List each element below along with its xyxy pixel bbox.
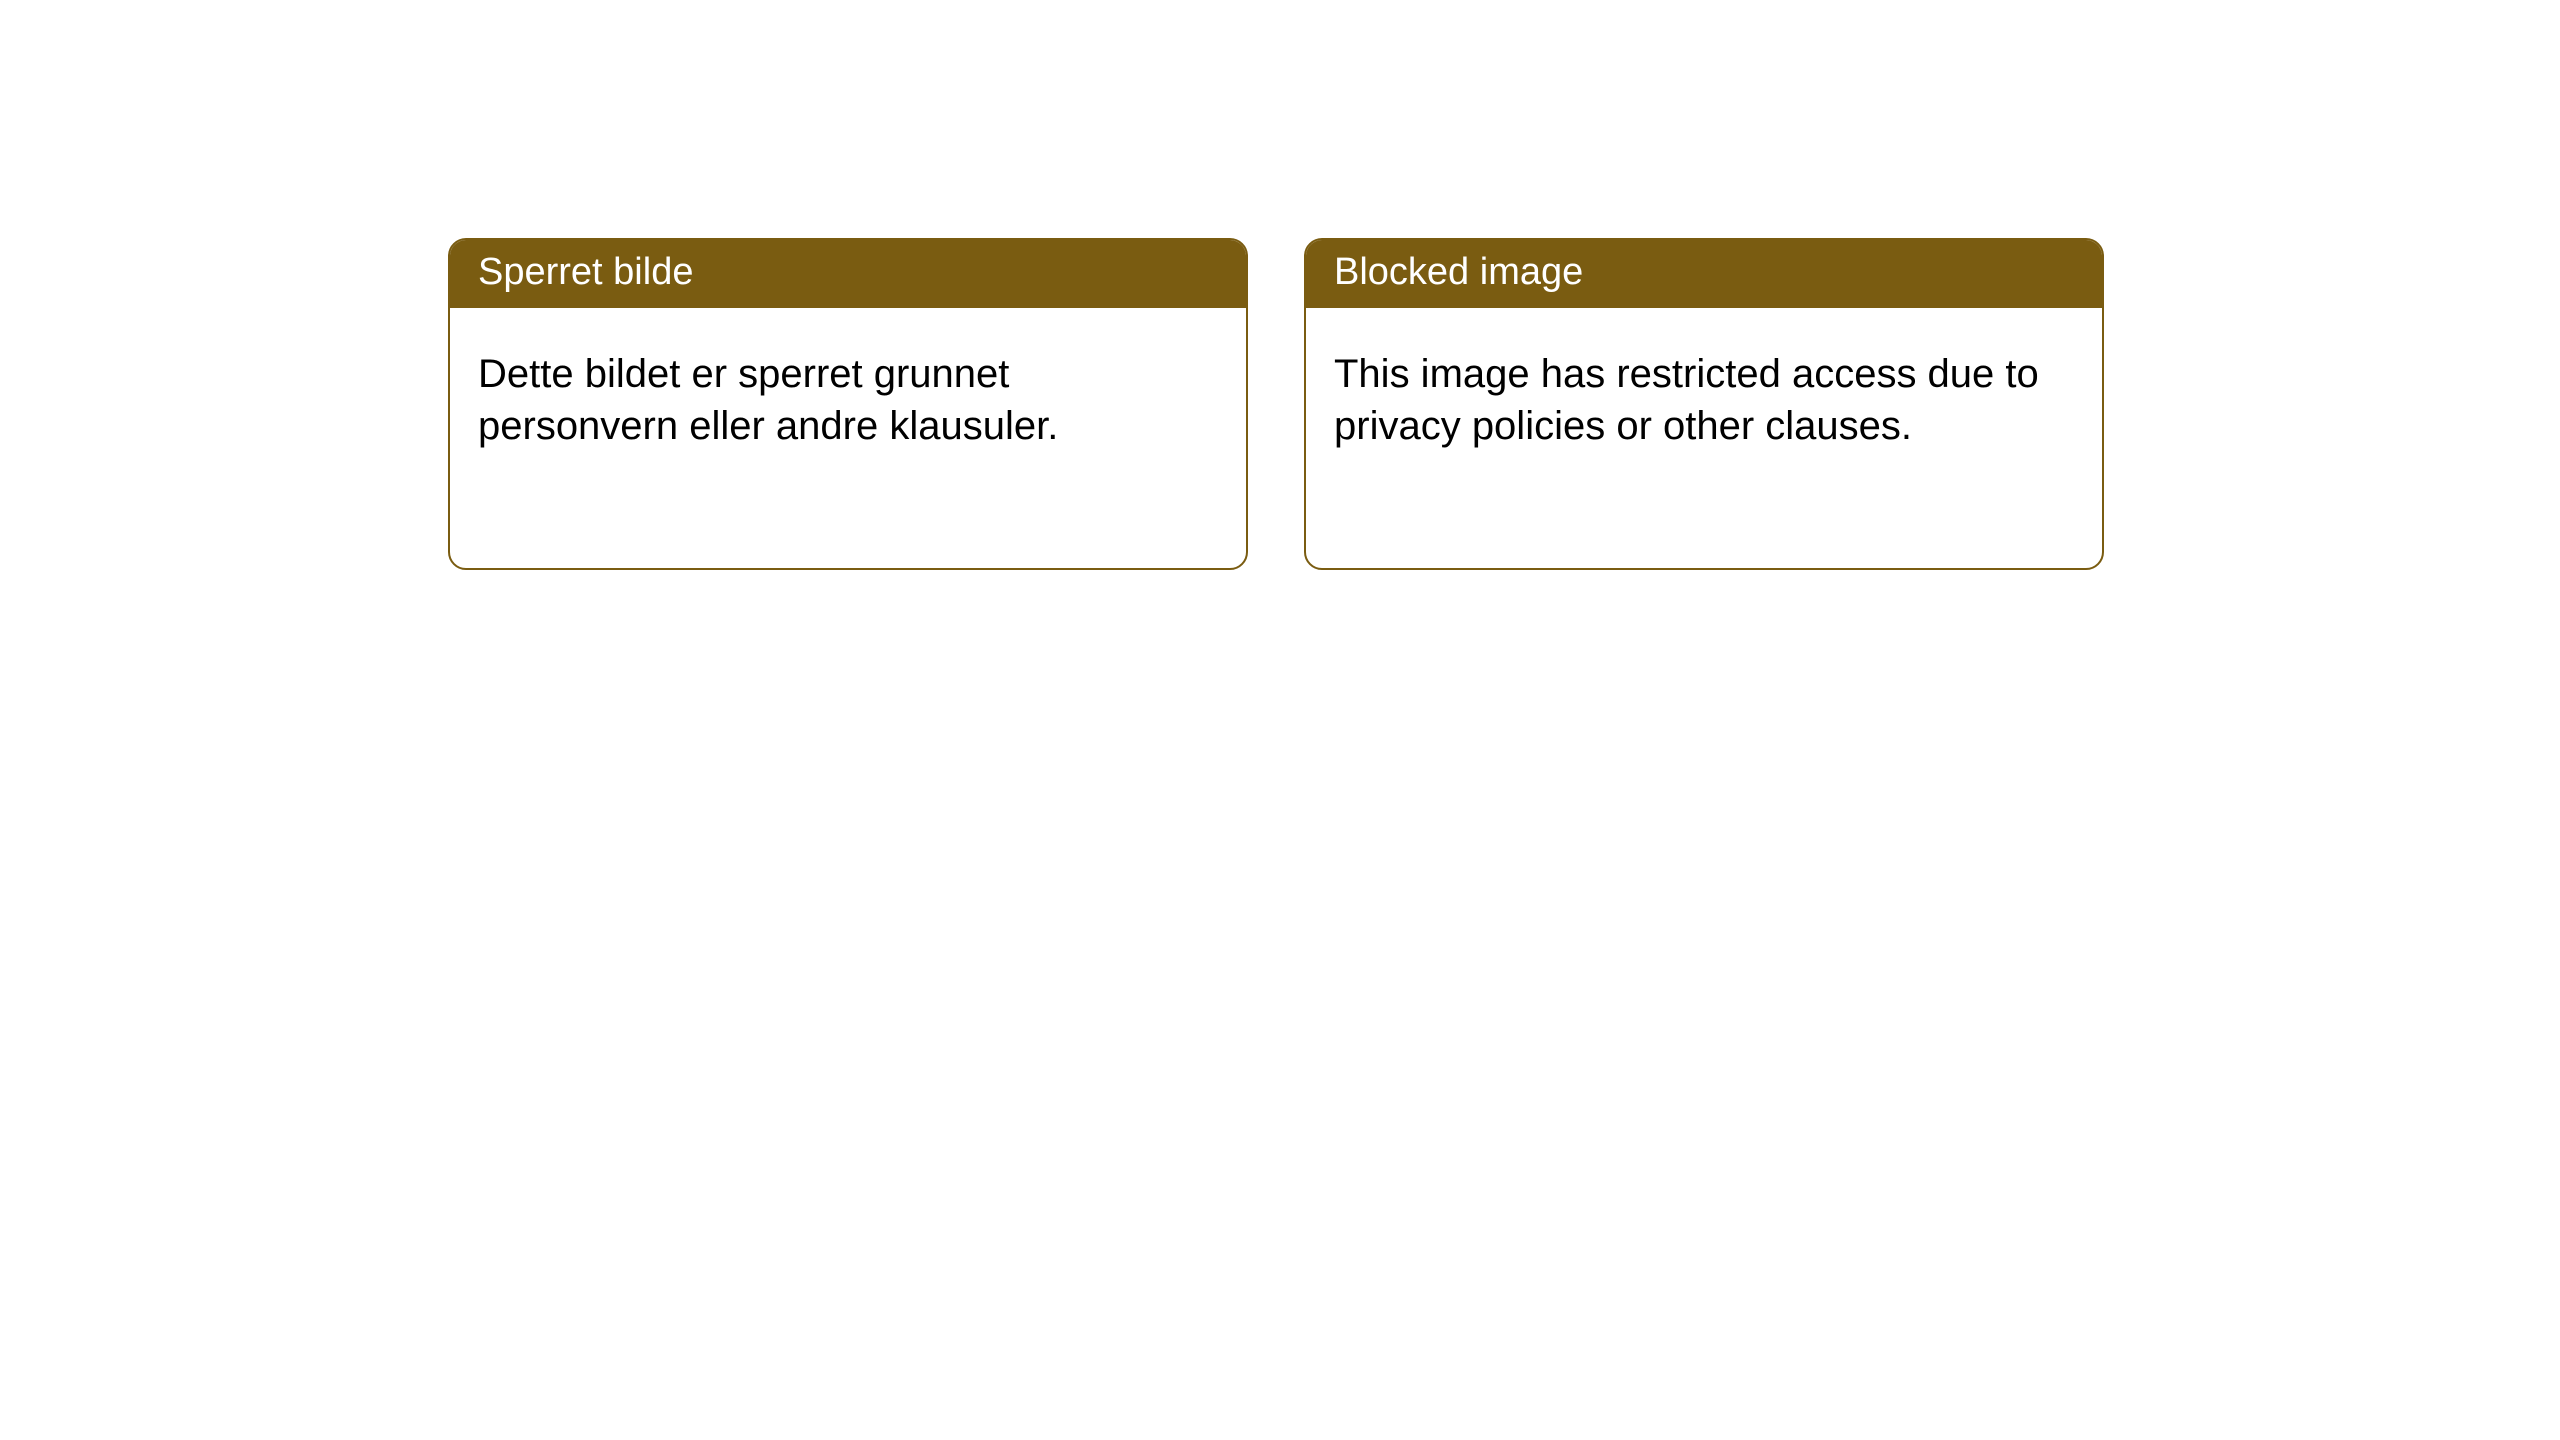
notice-card-english: Blocked image This image has restricted …: [1304, 238, 2104, 570]
notice-body-norwegian: Dette bildet er sperret grunnet personve…: [450, 308, 1246, 480]
notice-card-norwegian: Sperret bilde Dette bildet er sperret gr…: [448, 238, 1248, 570]
notice-container: Sperret bilde Dette bildet er sperret gr…: [0, 0, 2560, 570]
notice-title-english: Blocked image: [1306, 240, 2102, 308]
notice-title-norwegian: Sperret bilde: [450, 240, 1246, 308]
notice-body-english: This image has restricted access due to …: [1306, 308, 2102, 480]
